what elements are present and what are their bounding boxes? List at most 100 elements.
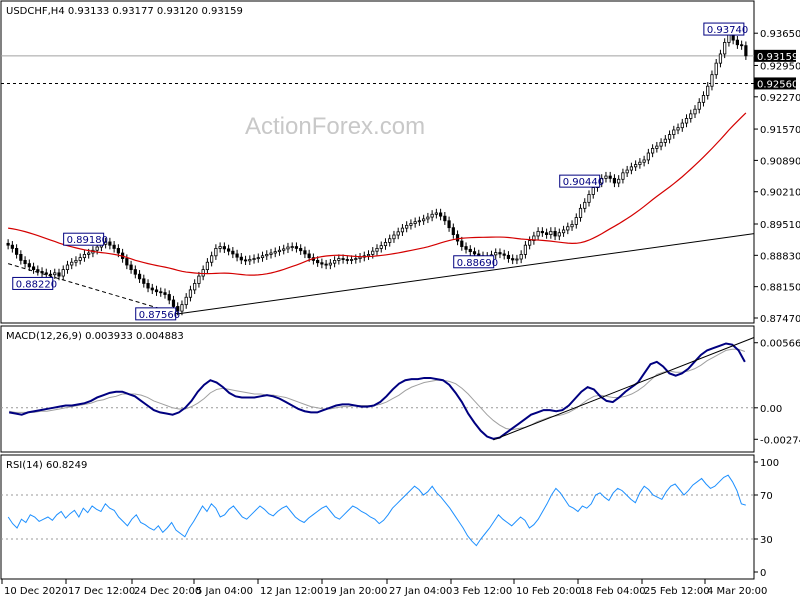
candle-body [557, 232, 561, 237]
candle-body [634, 164, 638, 168]
candle-body [193, 283, 197, 291]
macd-tick-label: 0.005666 [760, 339, 800, 350]
candle-body [87, 252, 91, 255]
candle-body [714, 62, 718, 76]
candle-body [146, 283, 150, 289]
time-tick-label: 3 Feb 12:00 [453, 586, 512, 597]
time-tick-label: 4 Mar 20:00 [707, 586, 767, 597]
candle-body [697, 101, 701, 110]
candle-body [226, 248, 231, 252]
annotation-box [559, 174, 601, 188]
candle-body [570, 224, 574, 228]
candle-body [498, 252, 502, 255]
price-axis: 0.93650 0.92950 0.92270 0.91570 0.90890 0.902… [754, 29, 800, 325]
candle-body [167, 294, 171, 301]
rsi-tick-label: 100 [760, 458, 779, 469]
candle-body [36, 269, 40, 272]
candle-body [248, 259, 252, 262]
candle-body [129, 264, 133, 271]
price-plot-area[interactable]: 0.89180 0.88220 0.87560 0.90440 0.88690 0.937… [1, 22, 755, 321]
candle-body [44, 272, 48, 275]
candle-body [540, 230, 544, 234]
macd-plot-area[interactable] [1, 337, 755, 441]
rsi-tick-label: 0 [760, 568, 766, 579]
candle-body [163, 292, 167, 295]
candle-body [235, 253, 239, 258]
candle-body [667, 134, 672, 140]
time-tick-label: 24 Dec 20:00 [134, 586, 201, 597]
price-annotation: 0.88690 [453, 255, 498, 269]
candle-body [48, 273, 53, 276]
annotation-label: 0.90440 [563, 177, 604, 188]
price-tick-label: 0.89510 [760, 220, 800, 231]
watermark: ActionForex.com [245, 113, 425, 140]
candle-body [638, 161, 642, 165]
time-tick-label: 12 Jan 12:00 [260, 586, 323, 597]
candle-body [642, 159, 646, 163]
time-tick-label: 10 Feb 20:00 [516, 586, 582, 597]
candle-body [142, 278, 146, 284]
candle-body [417, 220, 422, 223]
candle-body [70, 261, 74, 266]
candle-body [502, 253, 506, 256]
candle-body [197, 275, 201, 284]
candle-body [676, 127, 680, 131]
candle-body [587, 194, 591, 203]
time-tick-label: 27 Jan 04:00 [389, 586, 452, 597]
annotation-label: 0.89180 [67, 235, 108, 246]
candle-body [40, 271, 44, 274]
candle-body [612, 177, 617, 184]
price-tick-label: 0.92270 [760, 93, 800, 104]
candle-body [214, 248, 218, 257]
candle-body [82, 254, 87, 259]
candle-body [137, 273, 142, 280]
price-annotation: 0.89180 [63, 232, 108, 246]
macd-series-signal [9, 348, 746, 431]
candle-body [689, 113, 693, 119]
candle-body [659, 142, 663, 147]
macd-tick-label: -0.002741 [760, 435, 800, 446]
candle-body [655, 145, 659, 149]
candle-body [574, 217, 578, 225]
candle-body [61, 269, 65, 277]
candle-body [265, 254, 269, 257]
candle-body [290, 246, 294, 248]
candle-body [78, 257, 82, 261]
candle-body [651, 148, 655, 154]
candle-body [27, 263, 31, 268]
candle-body [600, 177, 604, 184]
candle-body [672, 129, 676, 135]
moving-average-line [8, 112, 747, 276]
symbol-header: USDCHF,H4 0.93133 0.93177 0.93120 0.9315… [6, 6, 243, 17]
candle-body [472, 251, 477, 255]
annotation-box [703, 22, 745, 36]
time-tick-label: 10 Dec 2020 [4, 586, 68, 597]
candle-body [388, 238, 392, 243]
rsi-plot-area[interactable] [1, 474, 754, 547]
candle-body [723, 42, 727, 55]
candle-body [701, 95, 706, 103]
candle-body [269, 252, 273, 255]
candle-body [218, 246, 222, 249]
rsi-axis: 100 70 30 0 [754, 458, 779, 579]
candle-body [282, 248, 286, 251]
rsi-tick-label: 70 [760, 491, 773, 502]
candle-body [366, 254, 371, 257]
candle-body [460, 240, 464, 247]
candle-body [545, 232, 549, 235]
price-tick-label: 0.88830 [760, 251, 800, 262]
price-trendline [7, 263, 178, 315]
candle-body [10, 244, 14, 249]
candle-body [53, 272, 57, 276]
candle-body [392, 234, 396, 240]
candle-body [256, 257, 260, 260]
annotation-box [63, 232, 105, 246]
candle-body [108, 241, 112, 246]
macd-panel: MACD(12,26,9) 0.003933 0.004883 0.005666… [0, 325, 800, 453]
price-tick-label: 0.90890 [760, 156, 800, 167]
annotation-box [135, 307, 177, 321]
candle-body [349, 259, 354, 261]
candle-body [523, 244, 528, 255]
candle-body [396, 231, 400, 236]
candle-body [413, 221, 417, 224]
